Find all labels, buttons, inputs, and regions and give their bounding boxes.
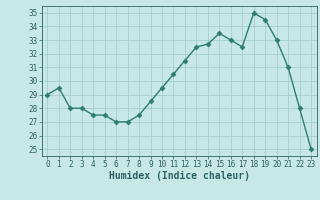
X-axis label: Humidex (Indice chaleur): Humidex (Indice chaleur)	[109, 171, 250, 181]
